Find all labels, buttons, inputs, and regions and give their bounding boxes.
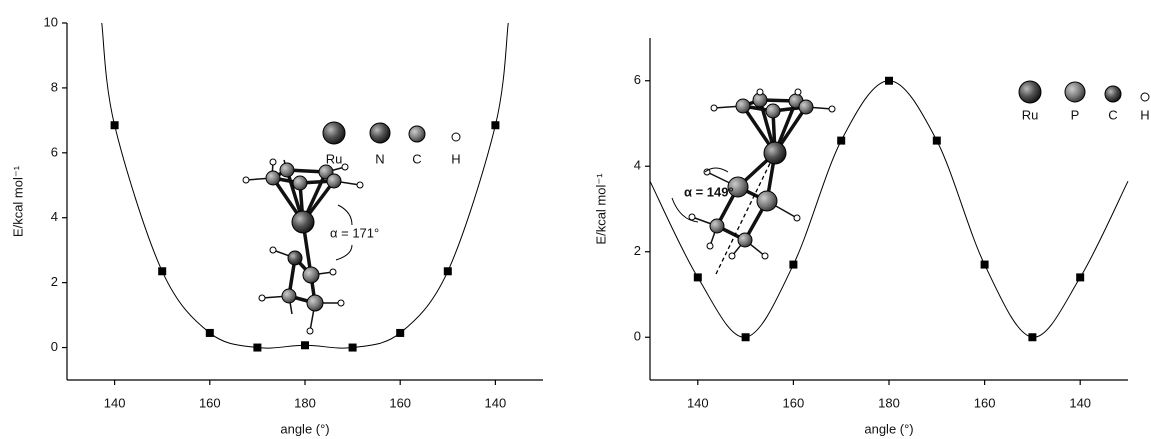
atom-legend-label: N bbox=[375, 151, 384, 166]
atom-legend-label: C bbox=[1108, 107, 1117, 122]
y-tick-label: 10 bbox=[44, 14, 58, 29]
atom-legend-label: H bbox=[451, 151, 460, 166]
x-tick-label: 160 bbox=[389, 395, 411, 410]
x-tick-label: 180 bbox=[294, 395, 316, 410]
data-point bbox=[694, 273, 702, 281]
x-tick-label: 180 bbox=[878, 395, 900, 410]
data-point bbox=[301, 341, 309, 349]
x-axis-label: angle (°) bbox=[864, 421, 913, 436]
data-point bbox=[491, 121, 499, 129]
data-point bbox=[789, 261, 797, 269]
atom-legend-label: C bbox=[412, 151, 421, 166]
y-tick-label: 2 bbox=[51, 274, 58, 289]
atom-legend-label: Ru bbox=[326, 151, 343, 166]
atom-legend-label: P bbox=[1071, 107, 1080, 122]
data-point bbox=[837, 137, 845, 145]
x-axis-label: angle (°) bbox=[280, 421, 329, 436]
y-tick-label: 6 bbox=[51, 144, 58, 159]
data-point bbox=[1028, 333, 1036, 341]
annotation: α = 171° bbox=[330, 225, 379, 240]
y-tick-label: 4 bbox=[634, 158, 641, 173]
x-tick-label: 160 bbox=[783, 395, 805, 410]
x-tick-label: 140 bbox=[104, 395, 126, 410]
atom-legend-label: Ru bbox=[1022, 107, 1039, 122]
x-tick-label: 140 bbox=[485, 395, 507, 410]
data-point bbox=[742, 333, 750, 341]
data-point bbox=[981, 261, 989, 269]
atom-legend-label: H bbox=[1140, 107, 1149, 122]
data-point bbox=[349, 344, 357, 352]
x-tick-label: 160 bbox=[974, 395, 996, 410]
data-point bbox=[885, 77, 893, 85]
y-tick-label: 0 bbox=[51, 339, 58, 354]
data-point bbox=[444, 267, 452, 275]
page: 0 2 4 6 8 10 140 160 180 160 140 angle (°) E/kcal mo… bbox=[0, 0, 1151, 439]
y-axis-label: E/kcal mol⁻¹ bbox=[593, 173, 608, 245]
y-tick-label: 4 bbox=[51, 209, 58, 224]
data-point bbox=[206, 329, 214, 337]
x-tick-label: 140 bbox=[1069, 395, 1091, 410]
y-tick-label: 2 bbox=[634, 243, 641, 258]
data-point bbox=[158, 267, 166, 275]
data-point bbox=[1076, 273, 1084, 281]
y-tick-label: 6 bbox=[634, 72, 641, 87]
data-point bbox=[111, 121, 119, 129]
annotation: α = 149° bbox=[684, 184, 734, 199]
x-tick-label: 160 bbox=[199, 395, 221, 410]
data-point bbox=[396, 329, 404, 337]
fit-curve bbox=[650, 81, 1128, 338]
data-point bbox=[933, 137, 941, 145]
data-point bbox=[253, 344, 261, 352]
y-axis-label: E/kcal mol⁻¹ bbox=[10, 165, 25, 237]
y-tick-label: 8 bbox=[51, 79, 58, 94]
x-tick-label: 140 bbox=[687, 395, 709, 410]
y-tick-label: 0 bbox=[634, 329, 641, 344]
